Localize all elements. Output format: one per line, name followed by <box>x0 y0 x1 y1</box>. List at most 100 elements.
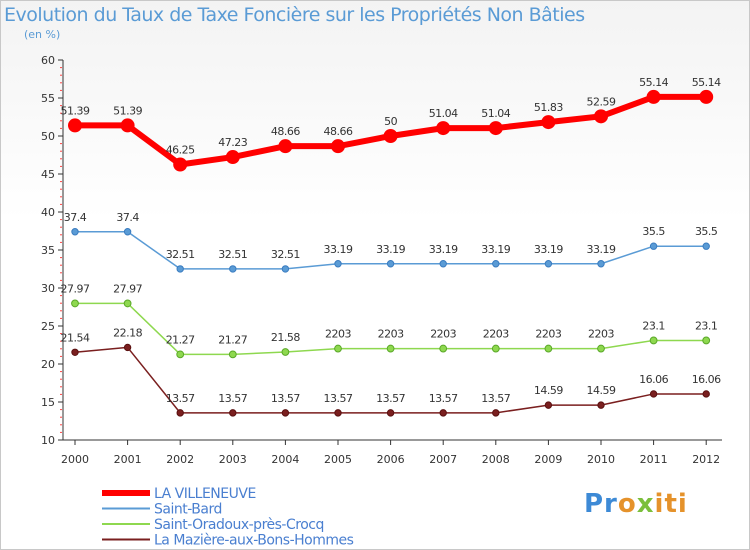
x-tick-label: 2001 <box>114 453 142 466</box>
data-label: 14.59 <box>587 384 616 397</box>
y-tick-label: 60 <box>41 54 55 67</box>
data-point <box>281 409 290 417</box>
data-point <box>334 344 342 353</box>
data-label: 37.4 <box>64 211 87 224</box>
data-point <box>120 118 135 133</box>
y-tick-label: 15 <box>41 396 55 409</box>
axes: 10 15 20 25 30 35 40 45 50 55 60 2000 2001 2002 2003 20… <box>41 54 722 466</box>
data-point <box>649 390 658 398</box>
x-tick-label: 2000 <box>61 453 89 466</box>
data-label: 37.4 <box>116 211 139 224</box>
data-label: 13.57 <box>166 392 195 405</box>
data-point <box>123 299 132 308</box>
data-point <box>173 157 188 172</box>
data-label: 2203 <box>325 328 351 341</box>
data-label: 22.18 <box>113 326 142 339</box>
data-label: 23.1 <box>695 319 718 332</box>
legend-label: Saint-Bard <box>154 502 222 518</box>
data-label: 32.51 <box>271 248 300 261</box>
x-tick-label: 2005 <box>324 453 352 466</box>
data-point <box>646 89 661 104</box>
data-label: 55.14 <box>692 76 721 89</box>
y-tick-label: 50 <box>41 130 55 143</box>
legend-label: LA VILLENEUVE <box>154 486 256 502</box>
data-point <box>334 260 342 268</box>
data-label: 33.19 <box>376 243 405 256</box>
data-label: 52.59 <box>587 95 616 108</box>
data-point <box>702 390 710 398</box>
data-point <box>488 121 503 136</box>
data-label: 2203 <box>378 328 404 341</box>
data-point <box>383 129 398 143</box>
data-label: 13.57 <box>324 392 353 405</box>
data-label: 51.83 <box>534 101 563 114</box>
data-label: 14.59 <box>534 384 563 397</box>
data-point <box>123 343 132 352</box>
data-label: 32.51 <box>218 248 247 261</box>
data-label: 2203 <box>483 328 509 341</box>
x-tick-label: 2006 <box>377 453 405 466</box>
data-labels-layer: 51.39 51.39 46.25 47.23 48.66 48.66 50 51.04 51.… <box>61 76 722 405</box>
data-point <box>229 265 237 273</box>
data-label: 32.51 <box>166 248 195 261</box>
data-label: 21.54 <box>61 331 90 344</box>
data-label: 46.25 <box>166 144 195 157</box>
data-label: 21.27 <box>218 333 247 346</box>
data-label: 48.66 <box>271 125 300 138</box>
x-tick-label: 2003 <box>219 453 247 466</box>
data-point <box>597 344 605 353</box>
data-label: 2203 <box>430 328 456 341</box>
data-point <box>702 336 711 345</box>
y-tick-label: 40 <box>41 206 55 219</box>
data-label: 51.39 <box>113 104 142 117</box>
data-point <box>439 344 448 353</box>
data-label: 16.06 <box>692 373 721 386</box>
x-tick-label: 2007 <box>429 453 457 466</box>
data-point <box>228 350 237 359</box>
data-label: 13.57 <box>376 392 405 405</box>
x-tick-label: 2011 <box>640 453 668 466</box>
data-label: 13.57 <box>481 392 510 405</box>
x-tick-label: 2010 <box>587 453 615 466</box>
chart-title: Evolution du Taux de Taxe Foncière sur l… <box>4 4 585 26</box>
data-label: 13.57 <box>218 392 247 405</box>
series-layer <box>68 89 714 417</box>
data-label: 33.19 <box>481 243 510 256</box>
data-label: 13.57 <box>271 392 300 405</box>
data-point <box>699 89 714 104</box>
chart-subtitle: (en %) <box>24 28 61 41</box>
data-label: 35.5 <box>642 225 665 238</box>
data-point <box>71 299 79 308</box>
data-label: 51.04 <box>481 107 510 120</box>
data-point <box>594 109 608 124</box>
legend-label: Saint-Oradoux-près-Crocq <box>154 517 324 533</box>
data-label: 48.66 <box>324 125 353 138</box>
data-point <box>281 348 290 356</box>
y-tick-label: 10 <box>41 434 55 447</box>
y-tick-label: 55 <box>41 92 55 105</box>
data-label: 47.23 <box>218 136 247 149</box>
x-tick-label: 2004 <box>271 453 299 466</box>
data-label: 33.19 <box>534 243 563 256</box>
data-label: 27.97 <box>61 282 90 295</box>
data-label: 51.39 <box>61 104 90 117</box>
proxiti-logo: Proxiti <box>584 489 688 519</box>
y-tick-label: 35 <box>41 244 55 257</box>
data-label: 50 <box>384 115 397 128</box>
data-point <box>176 409 184 417</box>
data-point <box>386 344 395 353</box>
data-label: 55.14 <box>639 76 668 89</box>
data-point <box>71 228 79 236</box>
data-point <box>278 139 293 154</box>
data-point <box>225 150 240 165</box>
y-tick-label: 25 <box>41 320 55 333</box>
data-label: 2203 <box>588 328 614 341</box>
data-label: 33.19 <box>324 243 353 256</box>
data-point <box>491 344 500 353</box>
y-tick-label: 30 <box>41 282 55 295</box>
y-tick-label: 45 <box>41 168 55 181</box>
data-point <box>68 118 82 133</box>
data-point <box>229 409 237 417</box>
